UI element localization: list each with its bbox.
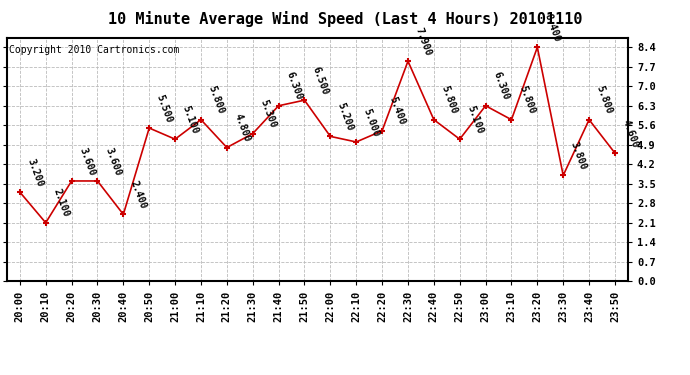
Text: 5.500: 5.500 (155, 93, 174, 124)
Text: 10 Minute Average Wind Speed (Last 4 Hours) 20101110: 10 Minute Average Wind Speed (Last 4 Hou… (108, 11, 582, 27)
Text: 3.200: 3.200 (26, 157, 45, 188)
Text: 5.100: 5.100 (465, 104, 484, 135)
Text: 6.300: 6.300 (491, 70, 511, 102)
Text: 2.400: 2.400 (129, 179, 148, 210)
Text: 6.500: 6.500 (310, 65, 329, 96)
Text: 3.600: 3.600 (77, 146, 97, 177)
Text: 5.100: 5.100 (181, 104, 200, 135)
Text: 2.100: 2.100 (51, 188, 70, 219)
Text: 5.200: 5.200 (336, 101, 355, 132)
Text: 6.300: 6.300 (284, 70, 304, 102)
Text: 8.400: 8.400 (543, 12, 562, 43)
Text: 7.900: 7.900 (413, 26, 433, 57)
Text: Copyright 2010 Cartronics.com: Copyright 2010 Cartronics.com (9, 45, 179, 55)
Text: 5.400: 5.400 (388, 96, 407, 127)
Text: 5.000: 5.000 (362, 107, 381, 138)
Text: 3.600: 3.600 (103, 146, 122, 177)
Text: 5.800: 5.800 (595, 84, 614, 116)
Text: 4.600: 4.600 (620, 118, 640, 149)
Text: 5.800: 5.800 (517, 84, 536, 116)
Text: 5.800: 5.800 (440, 84, 459, 116)
Text: 5.800: 5.800 (206, 84, 226, 116)
Text: 5.300: 5.300 (258, 98, 277, 129)
Text: 4.800: 4.800 (233, 112, 252, 143)
Text: 3.800: 3.800 (569, 140, 588, 171)
